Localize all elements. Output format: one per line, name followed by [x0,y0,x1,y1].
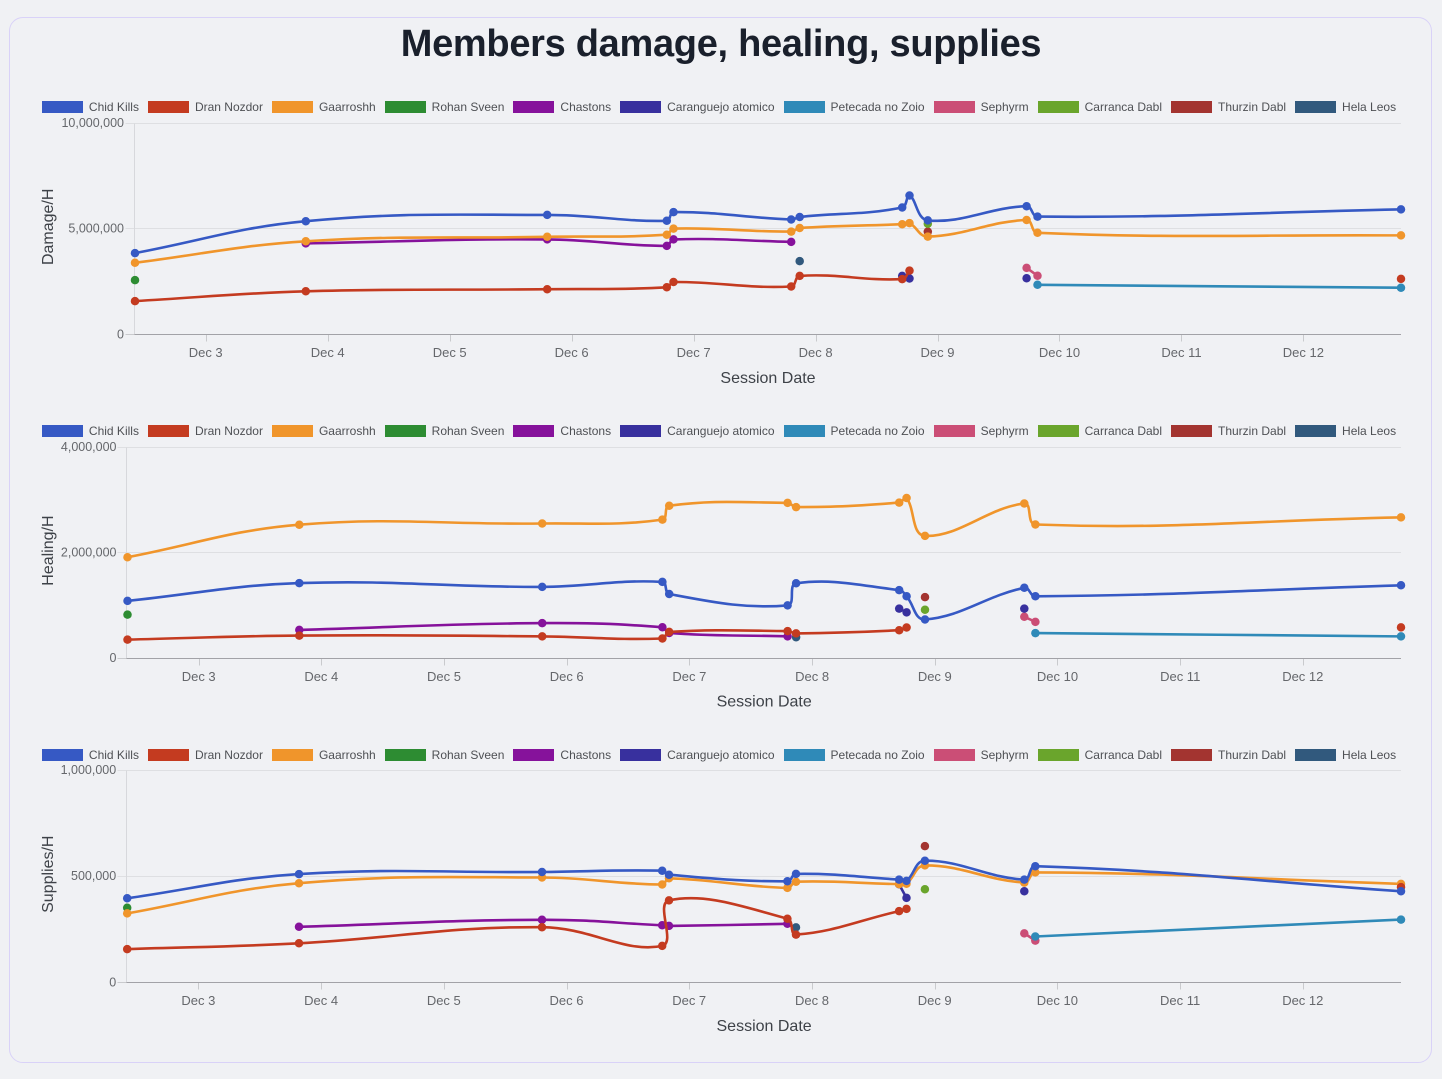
svg-text:Dec 9: Dec 9 [921,345,955,360]
svg-text:Dec 12: Dec 12 [1283,345,1324,360]
svg-text:2,000,000: 2,000,000 [61,546,117,560]
svg-text:Dec 4: Dec 4 [304,669,338,684]
svg-text:Damage/H: Damage/H [40,189,57,265]
svg-text:Session Date: Session Date [717,1018,812,1035]
svg-text:Dec 7: Dec 7 [672,993,706,1008]
svg-text:Dec 4: Dec 4 [304,993,338,1008]
svg-text:Dec 6: Dec 6 [555,345,589,360]
svg-text:Dec 12: Dec 12 [1282,669,1323,684]
svg-text:Dec 8: Dec 8 [795,993,829,1008]
svg-text:Dec 9: Dec 9 [918,993,952,1008]
svg-text:Dec 8: Dec 8 [799,345,833,360]
svg-text:10,000,000: 10,000,000 [61,116,124,130]
svg-text:Dec 5: Dec 5 [427,993,461,1008]
svg-text:Dec 4: Dec 4 [311,345,345,360]
svg-text:Dec 5: Dec 5 [427,669,461,684]
svg-text:0: 0 [117,327,124,341]
svg-text:Dec 10: Dec 10 [1037,993,1078,1008]
svg-text:Dec 11: Dec 11 [1161,345,1201,360]
svg-text:Dec 7: Dec 7 [677,345,711,360]
svg-text:Dec 8: Dec 8 [795,669,829,684]
svg-text:Supplies/H: Supplies/H [40,836,57,913]
svg-text:Session Date: Session Date [717,694,812,711]
svg-text:Dec 9: Dec 9 [918,669,952,684]
svg-text:5,000,000: 5,000,000 [68,222,124,236]
svg-text:4,000,000: 4,000,000 [61,440,117,454]
svg-text:0: 0 [109,975,116,989]
svg-text:Dec 11: Dec 11 [1160,669,1200,684]
svg-text:Dec 5: Dec 5 [433,345,467,360]
svg-text:Healing/H: Healing/H [40,515,57,585]
svg-text:Dec 12: Dec 12 [1282,993,1323,1008]
svg-text:1,000,000: 1,000,000 [61,763,117,777]
svg-text:Dec 6: Dec 6 [550,669,584,684]
svg-text:Dec 10: Dec 10 [1037,669,1078,684]
svg-text:Dec 3: Dec 3 [181,993,215,1008]
svg-text:Dec 11: Dec 11 [1160,993,1200,1008]
svg-text:Dec 3: Dec 3 [189,345,223,360]
svg-text:Dec 10: Dec 10 [1039,345,1080,360]
svg-text:0: 0 [110,651,117,665]
svg-text:Session Date: Session Date [720,370,815,387]
svg-text:Dec 3: Dec 3 [182,669,216,684]
svg-text:Dec 7: Dec 7 [672,669,706,684]
svg-text:500,000: 500,000 [71,869,116,883]
svg-text:Dec 6: Dec 6 [550,993,584,1008]
